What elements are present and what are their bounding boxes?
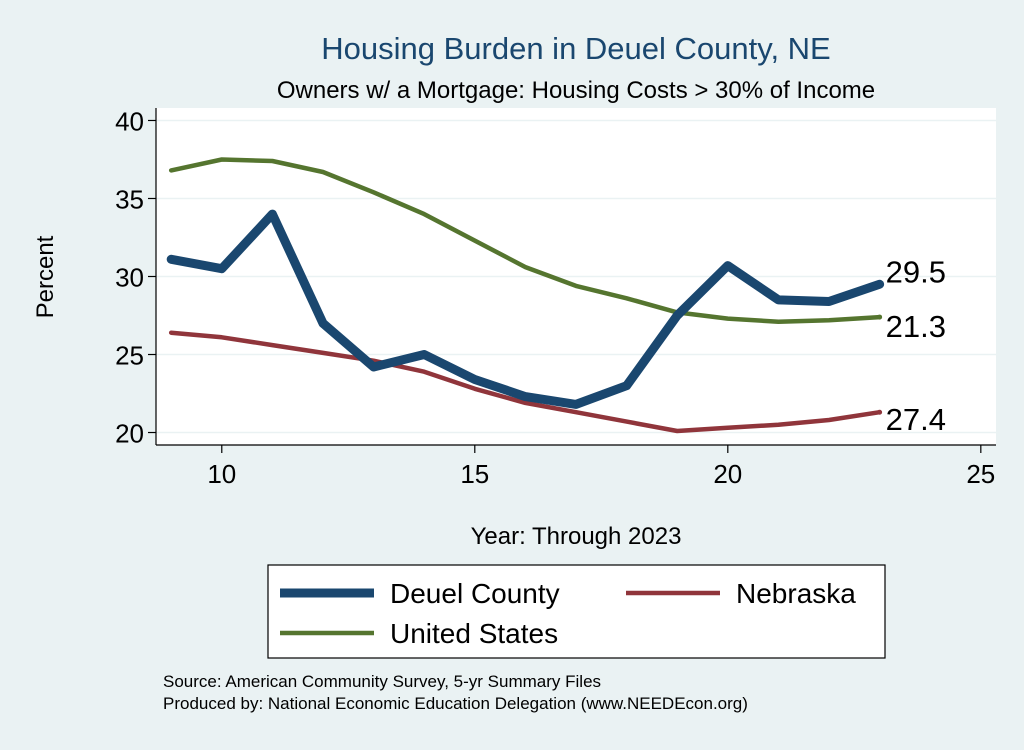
legend-box (267, 564, 886, 659)
legend-label: Nebraska (736, 578, 856, 609)
end-value-label: 21.3 (886, 309, 946, 344)
end-value-label: 27.4 (886, 402, 946, 437)
end-point-marker (877, 314, 883, 320)
end-labels: 29.5 27.4 21.3 (877, 254, 946, 437)
gridlines (156, 119, 996, 434)
y-tick-label: 25 (115, 341, 144, 371)
produced-note: Produced by: National Economic Education… (163, 694, 748, 713)
series-layer (166, 157, 885, 434)
y-tick-label: 20 (115, 419, 144, 449)
x-tick-label: 20 (713, 459, 742, 489)
y-tick-label: 30 (115, 263, 144, 293)
chart-subtitle: Owners w/ a Mortgage: Housing Costs > 30… (277, 77, 875, 104)
source-note: Source: American Community Survey, 5-yr … (163, 672, 601, 691)
series-line-nebraska (168, 330, 882, 434)
y-tick-label: 35 (115, 184, 144, 214)
y-axis-ticks: 20 25 30 35 40 (115, 106, 156, 449)
chart-title: Housing Burden in Deuel County, NE (321, 31, 831, 66)
legend-label: Deuel County (390, 578, 560, 609)
end-point-marker (877, 409, 883, 415)
legend-label: United States (390, 618, 558, 649)
x-tick-label: 10 (207, 459, 236, 489)
x-axis-label: Year: Through 2023 (471, 523, 682, 550)
series-line-deuel-county (166, 209, 885, 409)
y-tick-label: 40 (115, 106, 144, 136)
end-point-marker (877, 281, 883, 287)
x-tick-label: 15 (460, 459, 489, 489)
series-line-united-states (168, 157, 882, 324)
x-axis-ticks: 10 15 20 25 (207, 445, 995, 489)
x-tick-label: 25 (966, 459, 995, 489)
end-value-label: 29.5 (886, 254, 946, 289)
y-axis-label: Percent (32, 235, 59, 318)
legend: Deuel County Nebraska United States (267, 564, 886, 659)
